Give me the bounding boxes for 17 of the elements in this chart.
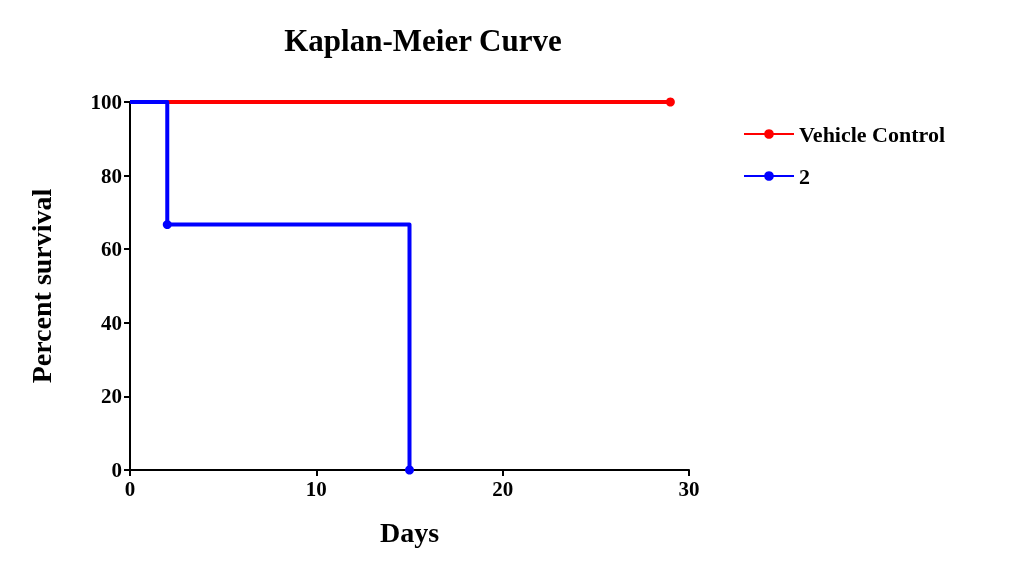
y-tick-label: 60 (101, 237, 122, 262)
legend-label: Vehicle Control (799, 121, 946, 147)
x-tick-label: 10 (305, 476, 327, 501)
y-axis-title: Percent survival (25, 188, 57, 384)
legend-label: 2 (799, 163, 810, 189)
x-axis-title: Days (379, 516, 440, 548)
y-tick-label: 0 (111, 458, 122, 482)
point (665, 97, 675, 107)
y-tick-label: 100 (90, 90, 122, 114)
y-tick-label: 40 (101, 310, 122, 335)
point (405, 465, 414, 475)
y-tick-label: 80 (101, 163, 122, 188)
y-tick-label: 20 (101, 384, 122, 409)
x-tick-label: 20 (492, 476, 514, 501)
point (162, 220, 172, 230)
chart-title: Kaplan-Meier Curve (284, 23, 562, 58)
x-tick-label: 30 (678, 476, 700, 501)
